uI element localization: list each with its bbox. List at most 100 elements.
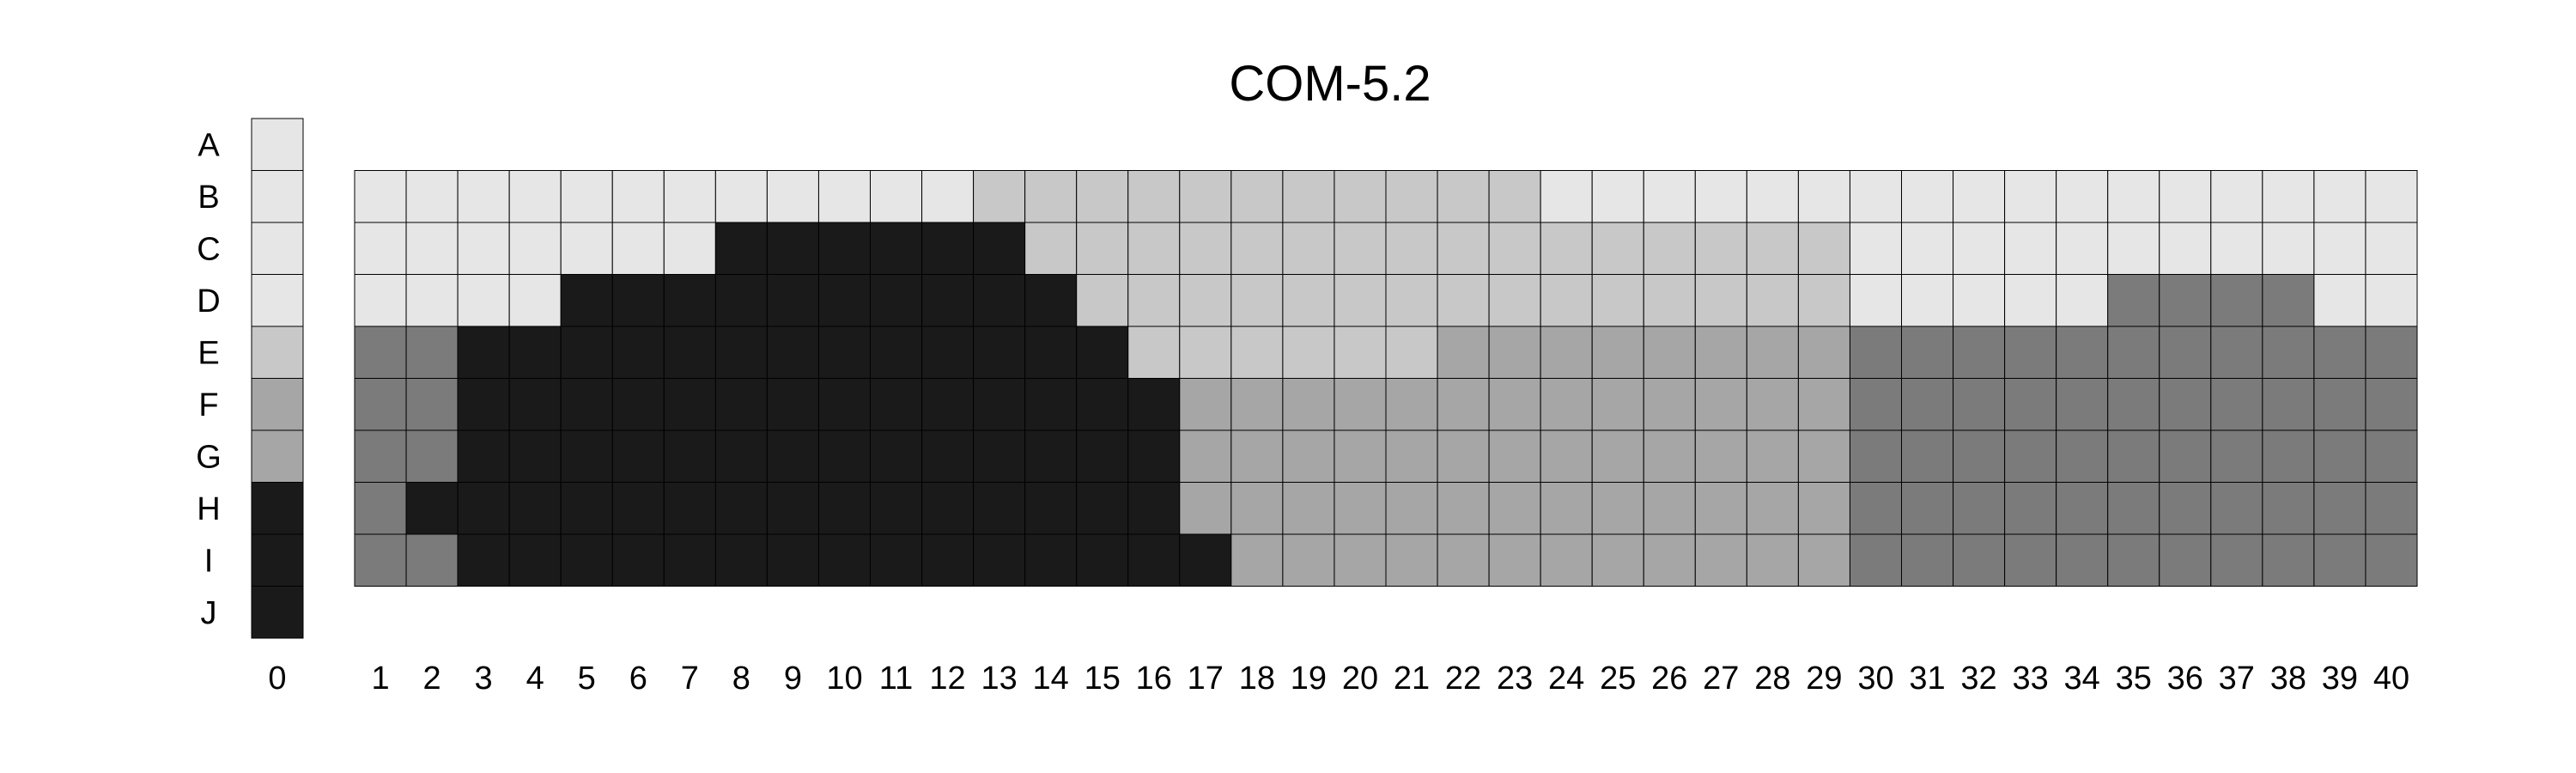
cell-b-4	[508, 170, 562, 223]
cell-b-8	[714, 170, 768, 223]
cell-i-30	[1849, 533, 1902, 587]
column-label-1: 1	[371, 660, 389, 697]
column-label-26: 26	[1651, 660, 1687, 697]
cell-i-9	[766, 533, 819, 587]
cell-f-11	[870, 378, 923, 431]
cell-g-25	[1591, 429, 1644, 483]
cell-f-32	[1953, 378, 2006, 431]
cell-e-8	[714, 326, 768, 379]
cell-c-13	[973, 222, 1026, 275]
column-label-3: 3	[475, 660, 493, 697]
cell-g-6	[611, 429, 665, 483]
cell-i-18	[1230, 533, 1284, 587]
row-label-j: J	[201, 595, 217, 631]
cell-i-34	[2056, 533, 2109, 587]
cell-e-30	[1849, 326, 1902, 379]
cell-f-39	[2313, 378, 2366, 431]
cell-f-7	[663, 378, 716, 431]
cell-d-29	[1797, 274, 1850, 327]
cell-i-21	[1385, 533, 1438, 587]
cell-b-31	[1901, 170, 1954, 223]
cell-i-31	[1901, 533, 1954, 587]
cell-b-5	[560, 170, 613, 223]
cell-b-37	[2210, 170, 2263, 223]
cell-h-10	[817, 482, 872, 535]
cell-g-9	[766, 429, 819, 483]
cell-c-37	[2210, 222, 2263, 275]
cell-e-19	[1282, 326, 1335, 379]
column-label-2: 2	[423, 660, 441, 697]
cell-f-3	[457, 378, 510, 431]
cell-h-13	[973, 482, 1026, 535]
cell-g-40	[2365, 429, 2418, 483]
cell-f-21	[1385, 378, 1438, 431]
cell-c-1	[354, 222, 407, 275]
cell-e-35	[2107, 326, 2160, 379]
cell-e-22	[1437, 326, 1490, 379]
cell-c-19	[1282, 222, 1335, 275]
cell-c-35	[2107, 222, 2160, 275]
cell-h-8	[714, 482, 768, 535]
column-label-32: 32	[1960, 660, 1996, 697]
cell-h-39	[2313, 482, 2366, 535]
cell-c-27	[1694, 222, 1747, 275]
cell-h-23	[1488, 482, 1541, 535]
cell-h-22	[1437, 482, 1490, 535]
cell-g-32	[1953, 429, 2006, 483]
cell-b-10	[817, 170, 872, 223]
cell-d-36	[2159, 274, 2212, 327]
cell-f-34	[2056, 378, 2109, 431]
cell-f-6	[611, 378, 665, 431]
cell-g-11	[870, 429, 923, 483]
cell-b-7	[663, 170, 716, 223]
cell-g-16	[1127, 429, 1181, 483]
cell-g-7	[663, 429, 716, 483]
row-label-b: B	[197, 180, 219, 216]
cell-d-28	[1746, 274, 1799, 327]
cell-d-22	[1437, 274, 1490, 327]
cell-c-29	[1797, 222, 1850, 275]
cell-c-25	[1591, 222, 1644, 275]
cell-c-2	[405, 222, 459, 275]
cell-f-35	[2107, 378, 2160, 431]
cell-f-15	[1076, 378, 1129, 431]
cell-g-5	[560, 429, 613, 483]
cell-h-19	[1282, 482, 1335, 535]
cell-h-2	[405, 482, 459, 535]
cell-b-3	[457, 170, 510, 223]
cell-c-5	[560, 222, 613, 275]
cell-d-8	[714, 274, 768, 327]
cell-b-34	[2056, 170, 2109, 223]
cell-e-10	[817, 326, 872, 379]
cell-c-12	[921, 222, 975, 275]
cell-h-37	[2210, 482, 2263, 535]
cell-c-39	[2313, 222, 2366, 275]
cell-g-33	[2004, 429, 2057, 483]
cell-i-17	[1179, 533, 1232, 587]
column-label-28: 28	[1754, 660, 1790, 697]
cell-e-31	[1901, 326, 1954, 379]
cell-h-18	[1230, 482, 1284, 535]
cell-h-31	[1901, 482, 1954, 535]
column-label-8: 8	[732, 660, 750, 697]
cell-c-28	[1746, 222, 1799, 275]
cell-f-13	[973, 378, 1026, 431]
reference-cell-a	[251, 118, 304, 171]
cell-c-11	[870, 222, 923, 275]
column-label-5: 5	[578, 660, 596, 697]
cell-i-19	[1282, 533, 1335, 587]
cell-g-26	[1643, 429, 1696, 483]
cell-c-26	[1643, 222, 1696, 275]
cell-h-40	[2365, 482, 2418, 535]
cell-g-30	[1849, 429, 1902, 483]
cell-c-15	[1076, 222, 1129, 275]
cell-c-30	[1849, 222, 1902, 275]
cell-f-24	[1540, 378, 1593, 431]
column-label-37: 37	[2219, 660, 2255, 697]
cell-d-13	[973, 274, 1026, 327]
cell-i-23	[1488, 533, 1541, 587]
column-label-34: 34	[2064, 660, 2100, 697]
column-label-14: 14	[1033, 660, 1069, 697]
column-label-0: 0	[268, 660, 286, 697]
